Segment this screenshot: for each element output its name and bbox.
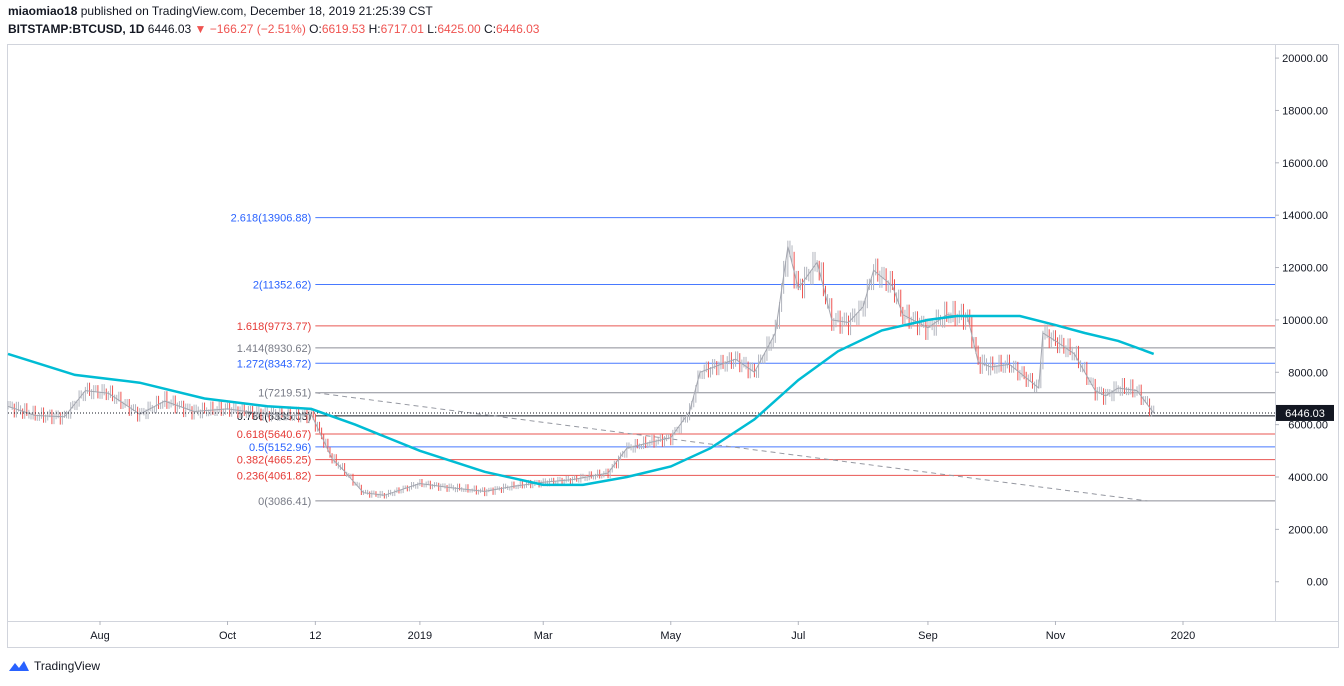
fib-level-label: 0(3086.41)	[258, 496, 311, 508]
y-tick-label: 4000.00	[1288, 472, 1328, 484]
close-value: 6446.03	[496, 22, 540, 36]
price-line	[7, 246, 1155, 496]
last-price-badge	[1276, 404, 1334, 421]
symbol-name[interactable]: BITSTAMP:BTCUSD, 1D	[8, 22, 145, 36]
fib-level-label: 0.618(5640.67)	[237, 429, 312, 441]
x-tick-label: 12	[309, 630, 321, 642]
y-tick-label: 14000.00	[1282, 210, 1328, 222]
time-axis-frame	[7, 621, 1339, 648]
fib-level-label: 0.5(5152.96)	[249, 442, 311, 454]
trend-line[interactable]	[315, 392, 1148, 502]
y-tick-label: 20000.00	[1282, 53, 1328, 65]
fib-level-label: 1.618(9773.77)	[237, 321, 312, 333]
last-price-badge-label: 6446.03	[1285, 408, 1325, 420]
y-tick-label: 10000.00	[1282, 315, 1328, 327]
tradingview-footer[interactable]: TradingView	[8, 659, 100, 673]
fibonacci-extension[interactable]: 2.618(13906.88) 2(11352.62) 1.618(9773.77)…	[231, 213, 1275, 508]
close-label: C:	[484, 22, 497, 36]
y-tick-label: 0.00	[1307, 577, 1328, 589]
last-price: 6446.03	[147, 22, 192, 36]
tradingview-logo-icon	[9, 661, 29, 671]
fib-level-label: 2(11352.62)	[253, 279, 312, 291]
dashed-trend-line	[315, 392, 1148, 502]
x-tick-label: Oct	[219, 630, 236, 642]
y-tick-label: 12000.00	[1282, 263, 1328, 275]
y-tick-label: 16000.00	[1282, 158, 1328, 170]
y-tick-label: 6000.00	[1288, 420, 1328, 432]
symbol-legend: BITSTAMP:BTCUSD, 1D 6446.03 ▼ −166.27 (−…	[8, 22, 539, 36]
moving-average-line	[7, 314, 1155, 487]
fib-level-label: 1.272(8343.72)	[237, 358, 312, 370]
last-price-marker: 6446.03	[1276, 404, 1334, 421]
open-value: 6619.53	[321, 22, 366, 36]
high-label: H:	[368, 22, 381, 36]
price-change: ▼ −166.27 (−2.51%)	[194, 22, 306, 36]
moving-average	[7, 314, 1155, 487]
x-tick-label: 2019	[408, 630, 432, 642]
fib-level-label: 0.786(6335.03)	[237, 411, 312, 423]
fib-level-label: 0.236(4061.82)	[237, 470, 312, 482]
publish-info: miaomiao18 published on TradingView.com,…	[8, 4, 433, 18]
brand-name: TradingView	[34, 659, 101, 673]
time-axis[interactable]: Aug Oct 12 2019 Mar May Jul Sep Nov 2020	[90, 621, 1195, 642]
fib-level-label: 1(7219.51)	[258, 388, 311, 400]
x-tick-label: Jul	[791, 630, 805, 642]
fib-level-label: 2.618(13906.88)	[231, 213, 312, 225]
fib-level-label: 1.414(8930.62)	[237, 343, 312, 355]
low-value: 6425.00	[437, 22, 481, 36]
price-axis[interactable]: 20000.00 18000.00 16000.00 14000.00 12000.00…	[1275, 53, 1328, 589]
high-value: 6717.01	[380, 22, 424, 36]
fib-level-label: 0.382(4665.25)	[237, 455, 312, 467]
x-tick-label: Nov	[1046, 630, 1066, 642]
published-text: published on TradingView.com, December 1…	[80, 4, 433, 18]
y-tick-label: 2000.00	[1288, 524, 1328, 536]
x-tick-label: Aug	[90, 630, 110, 642]
x-tick-label: Mar	[534, 630, 553, 642]
author-name[interactable]: miaomiao18	[8, 4, 78, 18]
y-tick-label: 18000.00	[1282, 105, 1328, 117]
price-series	[7, 240, 1275, 499]
y-tick-label: 8000.00	[1288, 367, 1328, 379]
x-tick-label: May	[660, 630, 681, 642]
low-label: L:	[427, 22, 438, 36]
open-label: O:	[309, 22, 322, 36]
x-tick-label: Sep	[918, 630, 938, 642]
x-tick-label: 2020	[1171, 630, 1195, 642]
